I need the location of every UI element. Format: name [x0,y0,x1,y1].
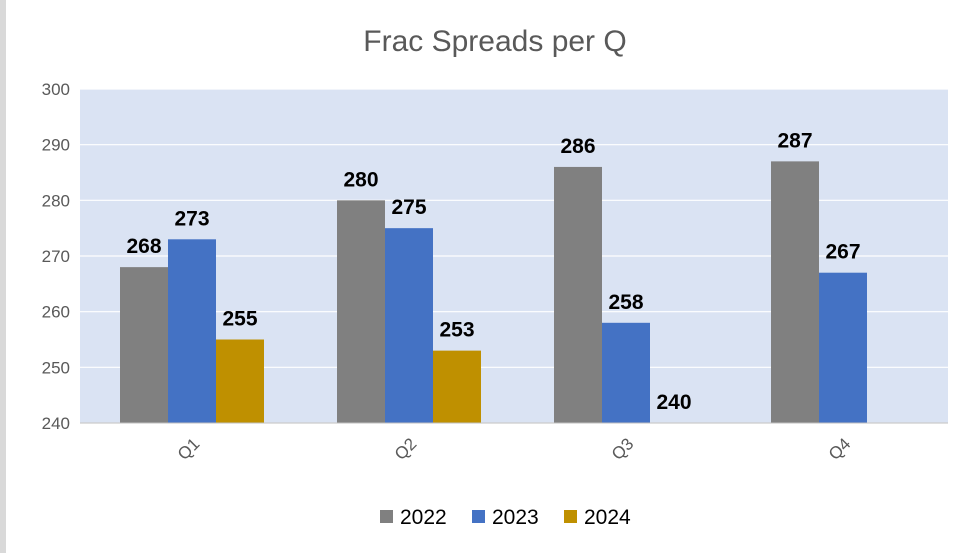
bars [120,161,867,423]
chart-title: Frac Spreads per Q [363,25,626,58]
y-tick-label: 260 [42,303,70,322]
x-tick-label: Q4 [825,434,854,463]
data-label: 286 [560,135,595,158]
legend-swatch-2023 [472,510,485,523]
legend-label-2023: 2023 [492,506,539,529]
bar-2024-Q1 [216,339,264,423]
legend-label-2024: 2024 [584,506,631,529]
data-label: 273 [174,207,209,230]
data-label: 255 [222,308,257,331]
y-tick-label: 280 [42,191,70,210]
data-label: 268 [126,235,161,258]
y-tick-label: 270 [42,247,70,266]
legend: 2022 2023 2024 [380,506,631,529]
bar-2023-Q4 [819,272,867,423]
data-label: 287 [777,129,812,152]
y-tick-label: 240 [42,414,70,433]
bar-2022-Q1 [120,267,168,423]
data-labels: 268 273 255 280 275 253 286 258 240 287 267 [126,129,860,414]
data-label: 253 [439,319,474,342]
bar-2022-Q2 [337,200,385,423]
x-axis: Q1 Q2 Q3 Q4 [80,422,948,464]
x-tick-label: Q3 [608,434,637,463]
data-label: 258 [608,291,643,314]
bar-2024-Q2 [433,350,481,423]
bar-chart: Frac Spreads per Q 240 250 260 270 280 290 300… [42,25,948,529]
data-label: 275 [391,196,426,219]
x-tick-label: Q2 [391,434,420,463]
legend-label-2022: 2022 [400,506,447,529]
data-label: 280 [343,168,378,191]
y-axis: 240 250 260 270 280 290 300 [42,80,70,433]
bar-2023-Q2 [385,228,433,423]
y-tick-label: 290 [42,136,70,155]
data-label: 267 [825,241,860,264]
x-tick-label: Q1 [174,434,203,463]
bar-2022-Q4 [771,161,819,423]
bar-2022-Q3 [554,166,602,423]
bar-2023-Q3 [602,322,650,423]
bar-2023-Q1 [168,239,216,423]
legend-swatch-2024 [564,510,577,523]
data-label: 240 [656,391,691,414]
y-tick-label: 300 [42,80,70,99]
legend-swatch-2022 [380,510,393,523]
y-tick-label: 250 [42,358,70,377]
